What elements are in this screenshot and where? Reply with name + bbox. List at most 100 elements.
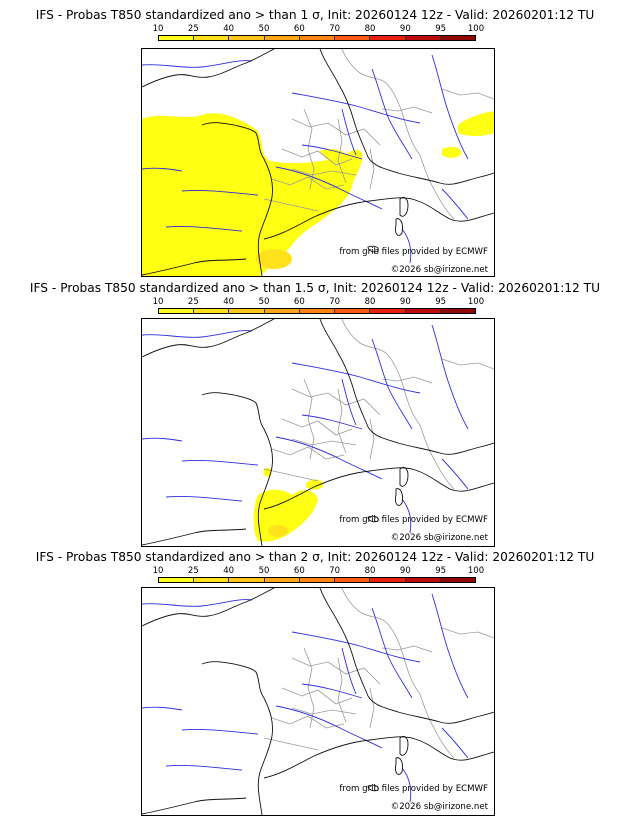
coastline	[201, 122, 273, 276]
river	[142, 599, 253, 607]
river	[371, 607, 413, 699]
colorbar-tick-label: 80	[364, 297, 376, 307]
colorbar-tick-label: 25	[187, 297, 199, 307]
colorbar-tick-label: 95	[435, 566, 447, 576]
colorbar-swatch	[440, 578, 475, 582]
coastline	[142, 588, 275, 627]
admin-border	[337, 657, 347, 723]
admin-border	[291, 707, 357, 715]
colorbar-tick-label: 100	[467, 24, 485, 34]
colorbar-tick-label: 10	[152, 566, 164, 576]
river	[341, 108, 357, 156]
admin-border	[441, 358, 494, 370]
admin-border	[385, 82, 421, 156]
river	[401, 498, 412, 534]
admin-border	[381, 645, 433, 653]
admin-border	[385, 621, 421, 695]
admin-border	[281, 418, 353, 436]
colorbar-tick-label: 95	[435, 297, 447, 307]
island-outline	[395, 488, 403, 506]
river	[291, 362, 421, 394]
panel-3: IFS - Probas T850 standardized ano > tha…	[0, 542, 630, 816]
copyright-credit: ©2026 sb@irizone.net	[390, 265, 488, 275]
river	[142, 167, 183, 172]
river	[275, 705, 383, 749]
colorbar-labels: 10 25 40 50 60 70 80 90 95 100	[153, 566, 485, 576]
probability-area	[442, 146, 462, 158]
colorbar-tick-label: 50	[258, 297, 270, 307]
river	[341, 647, 357, 695]
admin-border	[263, 198, 319, 212]
river	[301, 414, 363, 430]
admin-border	[303, 108, 315, 190]
river	[371, 338, 413, 430]
river	[441, 458, 469, 490]
colorbar-tick-label: 95	[435, 24, 447, 34]
island-outline	[367, 245, 379, 253]
admin-border	[263, 468, 319, 482]
river	[301, 683, 363, 699]
colorbar-swatch	[229, 36, 265, 40]
river	[441, 188, 469, 220]
island-outline	[395, 218, 403, 236]
map-canvas	[142, 49, 494, 276]
admin-border	[291, 168, 357, 176]
admin-border	[303, 378, 315, 460]
colorbar-tick-label: 60	[293, 297, 305, 307]
colorbar-tick-label: 70	[329, 297, 341, 307]
colorbar-swatch	[370, 578, 406, 582]
panel-title: IFS - Probas T850 standardized ano > tha…	[35, 8, 595, 22]
colorbar-tick-label: 25	[187, 566, 199, 576]
colorbar-tick-label: 10	[152, 297, 164, 307]
colorbar: 10 25 40 50 60 70 80 90 95 100	[153, 24, 484, 64]
colorbar: 10 25 40 50 60 70 80 90 95 100	[153, 566, 485, 606]
colorbar-bar	[158, 577, 476, 583]
map-canvas	[142, 319, 494, 546]
admin-border	[271, 446, 345, 460]
probability-area	[320, 148, 348, 161]
colorbar-tick-label: 40	[223, 566, 235, 576]
admin-border	[369, 148, 375, 190]
admin-border	[441, 88, 494, 100]
admin-border	[303, 647, 315, 729]
admin-border	[419, 693, 455, 759]
probability-map: from grib files provided by ECMWF ©2026 …	[141, 587, 495, 816]
river	[431, 54, 469, 160]
colorbar-swatch	[370, 309, 406, 313]
coastline	[142, 797, 247, 815]
coastline	[201, 392, 273, 546]
river	[431, 593, 469, 699]
colorbar-tick-label: 40	[223, 297, 235, 307]
coastline	[319, 49, 494, 185]
admin-border	[271, 715, 345, 729]
admin-border	[291, 657, 381, 685]
probability-map: from grib files provided by ECMWF ©2026 …	[141, 318, 495, 547]
admin-border	[381, 106, 433, 114]
river	[291, 92, 421, 124]
probability-core	[268, 525, 288, 537]
probability-map: from grib files provided by ECMWF ©2026 …	[141, 48, 495, 277]
colorbar-swatch	[229, 309, 265, 313]
colorbar-tick-label: 70	[329, 566, 341, 576]
source-credit: from grib files provided by ECMWF	[339, 515, 488, 525]
colorbar-swatch	[335, 309, 371, 313]
admin-border	[281, 687, 353, 705]
river	[181, 460, 259, 466]
source-credit: from grib files provided by ECMWF	[339, 784, 488, 794]
coastline	[263, 467, 494, 510]
probability-core	[256, 249, 292, 269]
river	[301, 144, 363, 160]
river	[181, 729, 259, 735]
colorbar-swatch	[159, 309, 195, 313]
panel-1: IFS - Probas T850 standardized ano > tha…	[0, 0, 630, 277]
river	[401, 228, 412, 264]
island-outline	[399, 735, 409, 756]
colorbar-labels: 10 25 40 50 60 70 80 90 95 100	[153, 297, 485, 307]
coastline	[263, 197, 494, 240]
island-outline	[367, 515, 379, 523]
admin-border	[341, 588, 387, 623]
colorbar-tick-label: 90	[399, 566, 411, 576]
colorbar-swatch	[264, 578, 300, 582]
colorbar-swatch	[264, 309, 300, 313]
colorbar-tick-label: 60	[293, 24, 305, 34]
